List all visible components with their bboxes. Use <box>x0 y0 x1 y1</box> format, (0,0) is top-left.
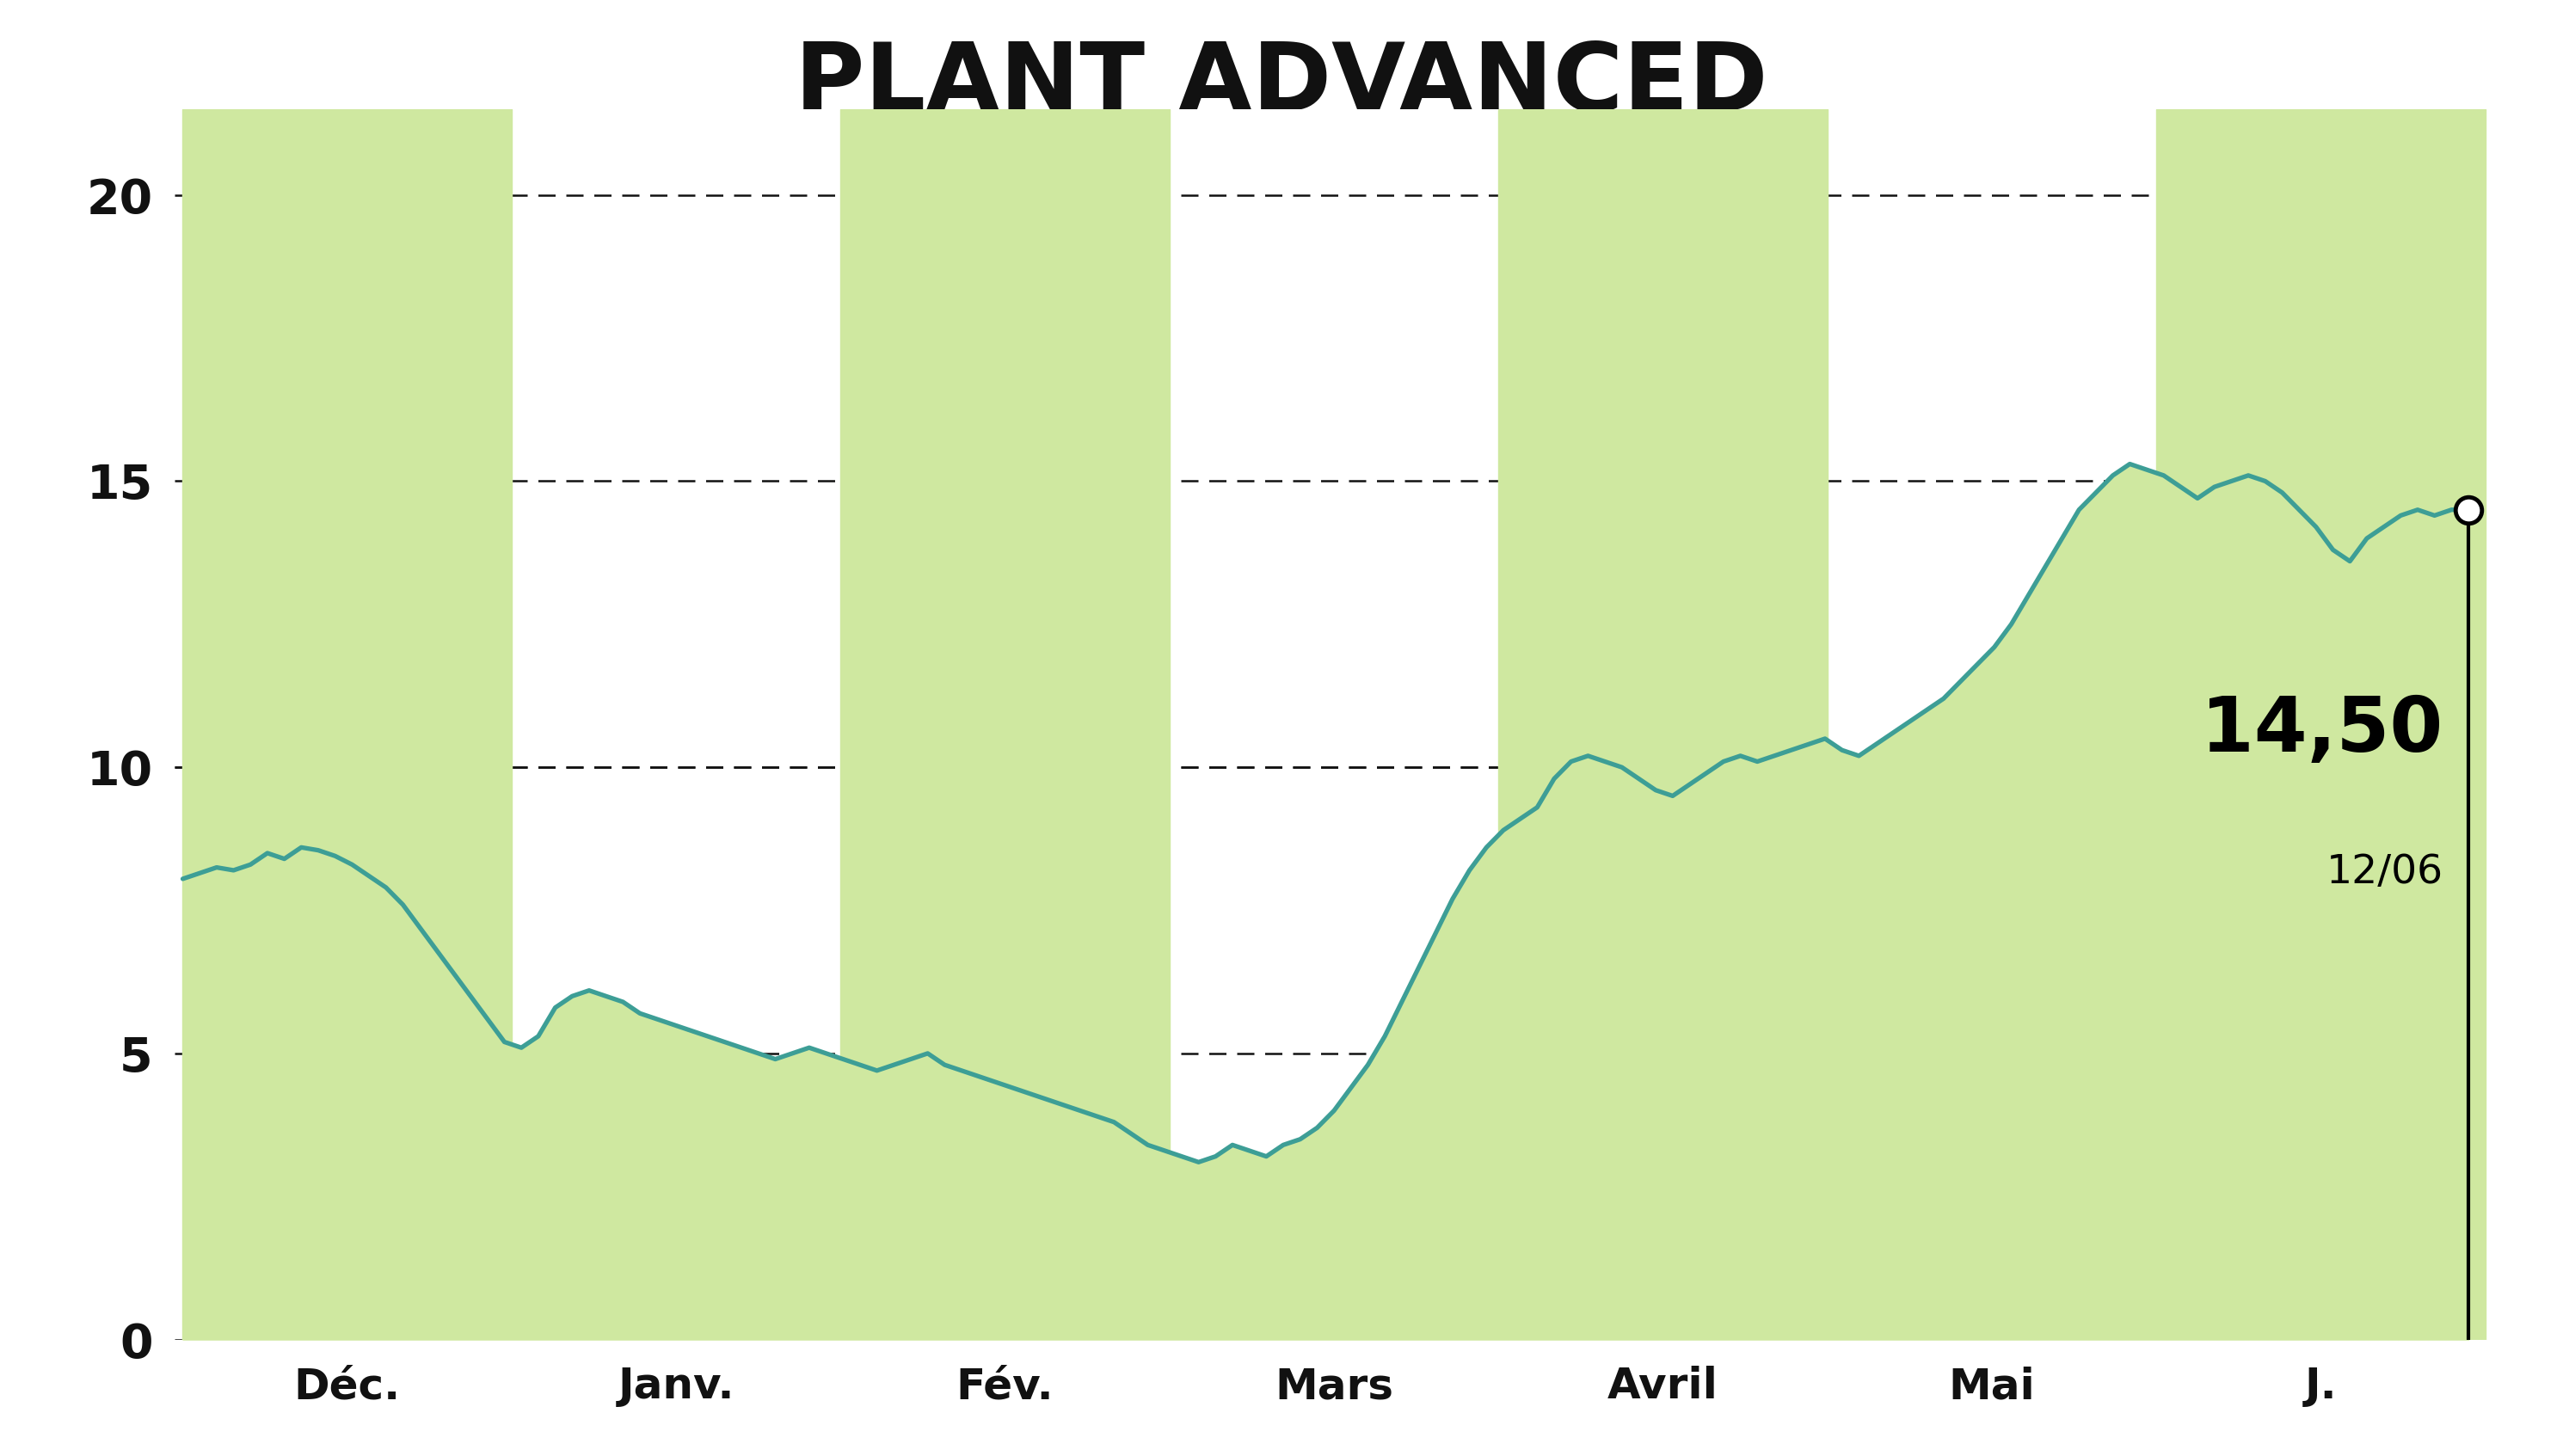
Bar <box>182 109 513 1340</box>
Bar <box>841 109 1169 1340</box>
Text: 12/06: 12/06 <box>2327 853 2443 893</box>
Text: PLANT ADVANCED: PLANT ADVANCED <box>795 39 1768 131</box>
Bar <box>2155 109 2486 1340</box>
Text: 14,50: 14,50 <box>2202 693 2443 767</box>
Bar <box>1499 109 1827 1340</box>
